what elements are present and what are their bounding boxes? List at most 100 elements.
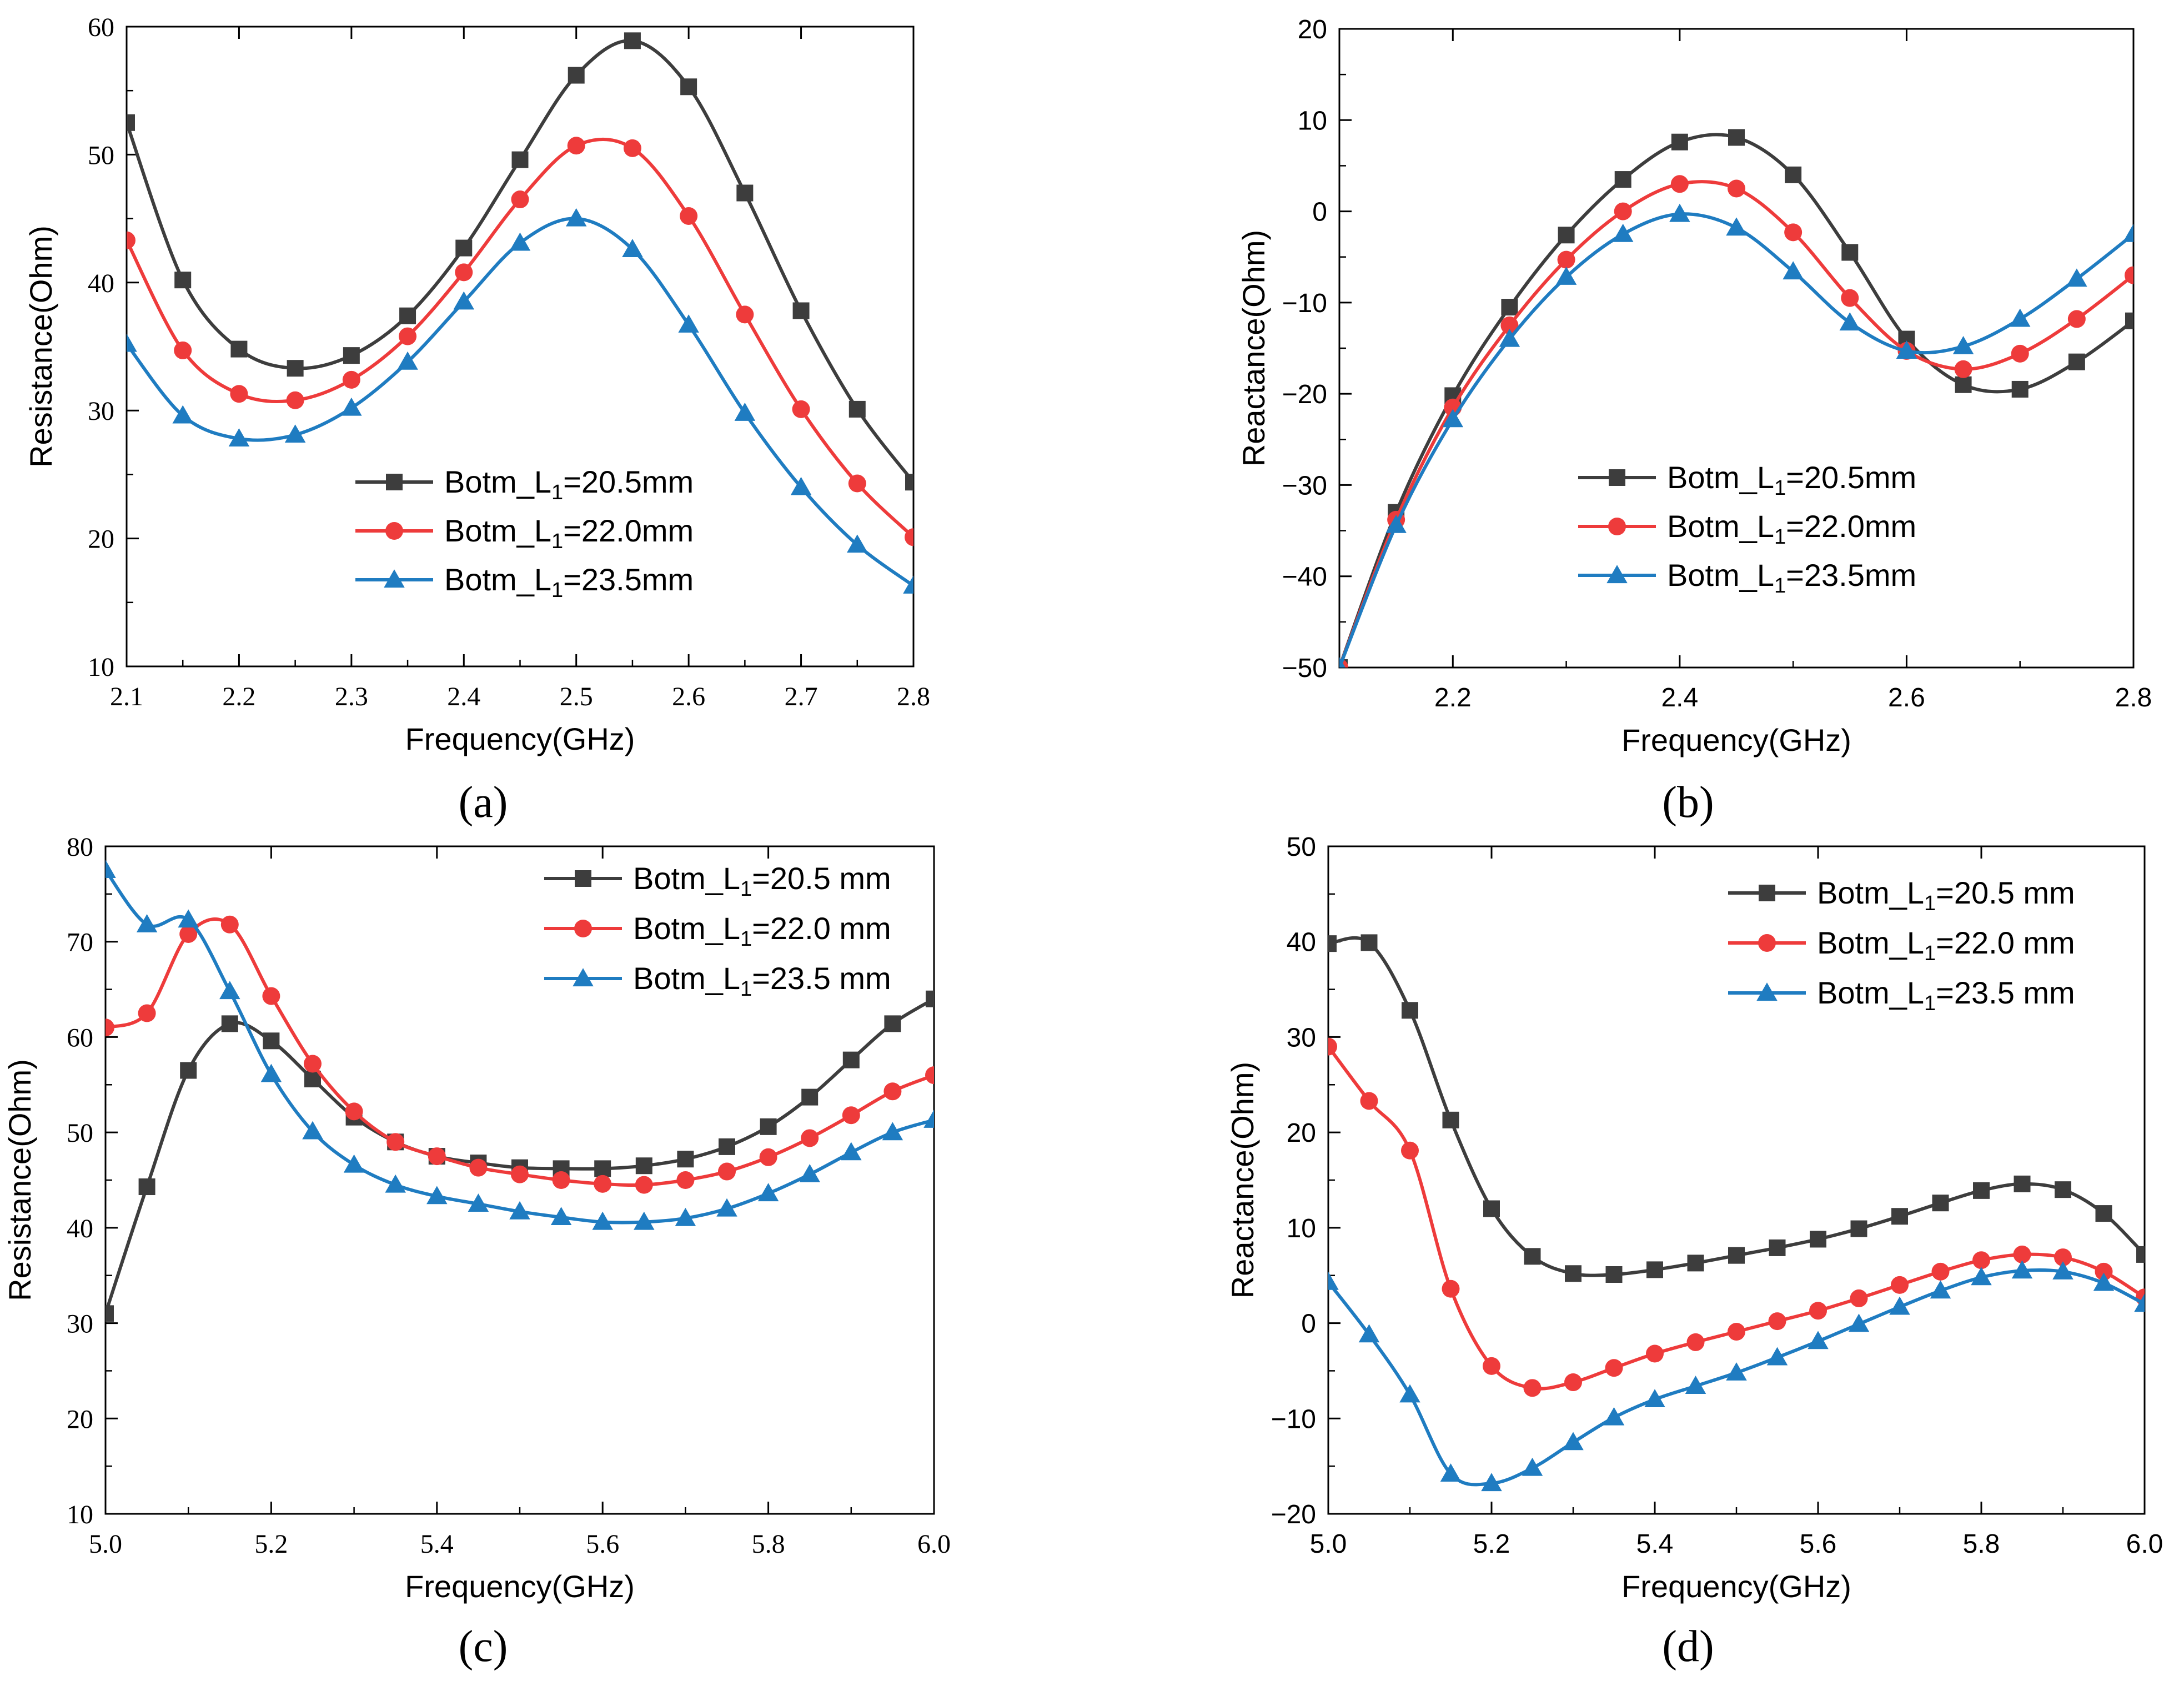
legend-marker — [1608, 518, 1626, 535]
data-point — [2013, 1245, 2031, 1263]
data-point — [1766, 1347, 1788, 1366]
legend: Botm_L1=20.5 mm Botm_L1=22.0 mm Botm_L1=23… — [1728, 875, 2075, 1015]
data-point — [550, 1207, 572, 1226]
data-point — [2055, 1181, 2071, 1198]
legend-marker — [575, 870, 591, 887]
data-point — [1402, 1002, 1418, 1019]
data-point — [1891, 1208, 1908, 1225]
data-point — [635, 1157, 652, 1175]
data-point — [801, 1088, 819, 1106]
data-point — [1783, 261, 1804, 280]
data-point — [1401, 1141, 1419, 1160]
series-3 — [106, 860, 934, 1230]
data-point — [1669, 203, 1690, 222]
data-point — [399, 307, 416, 324]
data-point — [428, 1147, 446, 1166]
data-point — [1785, 166, 1802, 183]
legend-label: Botm_L1=22.0 mm — [633, 911, 891, 951]
data-point — [1891, 1276, 1909, 1294]
series-line — [106, 997, 934, 1314]
legend-label: Botm_L1=22.0 mm — [1817, 925, 2075, 965]
caption-a: (a) — [458, 778, 508, 827]
data-point — [883, 1082, 902, 1101]
data-point — [178, 909, 199, 928]
data-point — [1841, 244, 1859, 261]
data-point — [230, 385, 248, 403]
data-point — [1499, 328, 1520, 347]
data-point — [624, 32, 641, 49]
data-point — [1932, 1195, 1949, 1212]
data-point — [136, 914, 158, 932]
data-point — [1728, 1247, 1745, 1264]
data-point — [509, 232, 531, 251]
data-point — [1670, 175, 1689, 193]
series-1 — [1328, 934, 2145, 1283]
data-point — [455, 239, 473, 257]
data-point — [1728, 179, 1745, 198]
data-point — [1889, 1296, 1910, 1315]
data-point — [230, 340, 248, 358]
data-point — [568, 67, 585, 84]
data-point — [228, 428, 250, 446]
legend-marker — [384, 569, 405, 588]
y-axis-label: Resistance(Ohm) — [2, 1059, 37, 1301]
y-tick-label: 40 — [1287, 928, 1316, 957]
data-point — [736, 184, 754, 202]
y-tick-label: 40 — [88, 269, 114, 298]
data-point — [342, 370, 360, 389]
data-point — [760, 1118, 777, 1135]
series-line — [1339, 180, 2133, 668]
data-point — [511, 151, 529, 168]
data-point — [1614, 171, 1631, 188]
data-point — [426, 1186, 448, 1205]
data-point — [286, 391, 304, 409]
x-tick-label: 5.8 — [752, 1529, 785, 1559]
data-point — [2125, 266, 2133, 284]
y-tick-label: 60 — [88, 13, 114, 42]
data-point — [1685, 1376, 1706, 1394]
data-point — [2054, 1248, 2072, 1267]
data-point — [2125, 312, 2133, 329]
y-tick-label: −10 — [1282, 289, 1327, 318]
data-point — [847, 534, 868, 553]
data-point — [676, 1171, 695, 1189]
x-tick-label: 2.3 — [335, 682, 368, 711]
y-tick-label: 50 — [67, 1118, 93, 1148]
y-axis-label: Reactance(Ohm) — [1225, 1062, 1260, 1298]
legend-label: Botm_L1=23.5 mm — [1817, 975, 2075, 1015]
series-line — [1328, 1268, 2145, 1487]
legend-label: Botm_L1=20.5mm — [1667, 460, 1916, 500]
legend-marker — [1756, 982, 1778, 1001]
data-point — [882, 1122, 903, 1141]
y-tick-label: 0 — [1301, 1309, 1316, 1339]
data-point — [287, 360, 304, 377]
data-point — [790, 476, 812, 495]
data-point — [220, 915, 239, 934]
x-axis-label: Frequency(GHz) — [1621, 1569, 1851, 1604]
x-tick-label: 5.6 — [586, 1529, 619, 1559]
data-point — [736, 305, 754, 324]
data-point — [174, 341, 192, 359]
data-point — [1524, 1248, 1541, 1265]
series-1 — [106, 990, 934, 1322]
y-tick-label: 10 — [67, 1500, 93, 1529]
data-point — [1848, 1313, 1870, 1332]
y-tick-label: 20 — [88, 525, 114, 554]
data-point — [734, 403, 756, 421]
x-tick-label: 2.8 — [897, 682, 930, 711]
series-2 — [1339, 175, 2133, 668]
data-point — [1564, 1373, 1582, 1392]
data-point — [179, 925, 198, 943]
data-point — [1644, 1389, 1665, 1408]
x-tick-label: 5.8 — [1963, 1529, 2000, 1559]
data-point — [905, 528, 913, 546]
data-point — [1563, 1432, 1584, 1451]
x-tick-label: 2.1 — [110, 682, 143, 711]
data-point — [2011, 380, 2029, 398]
data-point — [622, 239, 643, 257]
data-point — [1603, 1407, 1625, 1426]
data-point — [1442, 409, 1464, 428]
data-point — [623, 139, 641, 157]
x-tick-label: 2.6 — [1888, 683, 1925, 712]
